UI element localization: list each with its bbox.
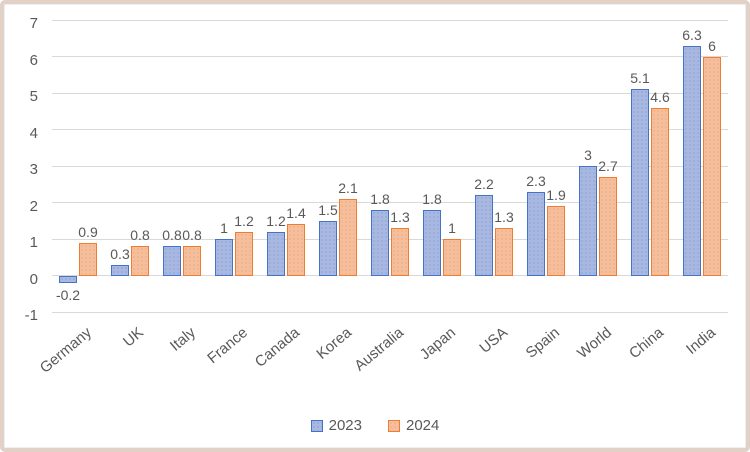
bar-group-germany: -0.2 0.9 [52,20,104,312]
value-label-2024-australia: 1.3 [390,209,410,226]
bar-group-world: 3 2.7 [572,20,624,312]
bar-2023-china [631,89,649,276]
gridline-1 [52,238,728,240]
bar-2023-italy [163,246,181,276]
value-label-2024-japan: 1 [448,220,456,236]
bar-group-italy: 0.8 0.8 [156,20,208,312]
value-label-2023-canada: 1.2 [266,212,286,229]
gridline-2 [52,202,728,203]
value-label-2023-china: 5.1 [630,70,650,87]
bar-group-uk: 0.3 0.8 [104,20,156,312]
y-tick-label-4: 4 [29,124,38,142]
legend-label-2023: 2023 [328,417,362,434]
value-label-2023-japan: 1.8 [422,190,442,207]
bar-group-usa: 2.2 1.3 [468,20,520,312]
gridline-5 [52,92,728,94]
value-label-2024-india: 6 [708,37,716,54]
value-label-2024-france: 1.2 [234,212,254,229]
value-label-2024-china: 4.6 [650,88,670,105]
value-label-2023-world: 3 [584,147,592,163]
bar-groups: -0.2 0.9 0.3 0.8 0.8 0.8 1 1.2 1.2 1.4 1.5 2.1 1.8 1.… [52,20,728,312]
y-tick-label-1: 1 [29,234,38,251]
bar-2024-world [599,176,617,276]
legend-label-2024: 2024 [406,417,440,434]
y-tick-label-0: 0 [29,270,38,288]
value-label-2023-spain: 2.3 [526,172,546,189]
value-label-2023-italy: 0.8 [162,227,182,244]
legend-swatch-2024 [388,419,400,432]
bar-2024-japan [443,239,461,276]
bar-2023-spain [527,191,545,276]
gridline--1 [52,311,728,313]
bar-2024-korea [339,198,357,276]
gridline-6 [52,56,728,57]
bar-2023-germany [59,275,77,283]
value-label-2023-uk: 0.3 [110,245,130,262]
y-tick-label-7: 7 [29,15,38,32]
legend-item-2024: 2024 [388,417,439,434]
value-label-2023-germany: -0.2 [55,286,81,303]
bar-2024-usa [495,228,513,276]
bar-2023-world [579,166,597,276]
legend-swatch-2023 [310,419,323,432]
bar-2023-australia [371,209,389,276]
bar-2023-usa [475,195,493,276]
bar-group-china: 5.1 4.6 [624,20,676,312]
bar-group-india: 6.3 6 [676,20,728,312]
bar-group-spain: 2.3 1.9 [520,20,572,312]
bar-2024-uk [131,246,149,276]
bar-2023-korea [319,220,337,276]
value-label-2023-usa: 2.2 [474,176,494,193]
bar-2023-india [683,45,701,276]
legend: 2023 2024 [4,417,746,434]
y-tick-label-3: 3 [29,161,38,178]
bar-2024-germany [79,242,97,276]
bar-2024-india [703,56,721,276]
bar-group-canada: 1.2 1.4 [260,20,312,312]
value-label-2024-italy: 0.8 [182,227,202,244]
legend-item-2023: 2023 [310,417,362,434]
gridline-0 [52,275,728,276]
bar-group-korea: 1.5 2.1 [312,20,364,312]
bar-2023-uk [111,264,129,276]
value-label-2024-world: 2.7 [598,157,618,174]
value-label-2024-canada: 1.4 [286,205,306,222]
value-label-2024-germany: 0.9 [78,223,98,240]
y-tick-label-2: 2 [29,197,38,215]
bar-2023-france [215,239,233,276]
bar-group-france: 1 1.2 [208,20,260,312]
y-tick-label--1: -1 [24,307,38,324]
plot-area: -0.2 0.9 0.3 0.8 0.8 0.8 1 1.2 1.2 1.4 1.5 2.1 1.8 1.… [52,19,728,313]
value-label-2024-spain: 1.9 [546,187,566,204]
bar-2023-japan [423,209,441,276]
bar-2024-china [651,107,669,276]
y-tick-label-5: 5 [29,88,38,105]
value-label-2023-india: 6.3 [682,26,702,43]
bar-2024-canada [287,224,305,276]
value-label-2023-france: 1 [220,220,228,236]
value-label-2024-usa: 1.3 [494,209,514,226]
x-axis-labels: Germany UK Italy France Canada Korea Australia… [37,312,728,398]
bar-2024-spain [547,206,565,276]
gridline-3 [52,165,728,167]
bar-2023-canada [267,231,285,276]
y-tick-label-6: 6 [29,51,38,69]
y-axis: -1 0 1 2 3 4 5 6 7 [4,16,44,324]
value-label-2023-australia: 1.8 [370,190,390,207]
value-label-2024-uk: 0.8 [130,227,150,244]
bar-2024-france [235,231,253,276]
value-label-2023-korea: 1.5 [318,201,338,218]
bar-2024-italy [183,246,201,276]
bar-group-australia: 1.8 1.3 [364,20,416,312]
bar-2024-australia [391,228,409,276]
gridline-7 [52,19,728,21]
bar-group-japan: 1.8 1 [416,20,468,312]
gridline-4 [52,129,728,130]
value-label-2024-korea: 2.1 [338,179,358,196]
